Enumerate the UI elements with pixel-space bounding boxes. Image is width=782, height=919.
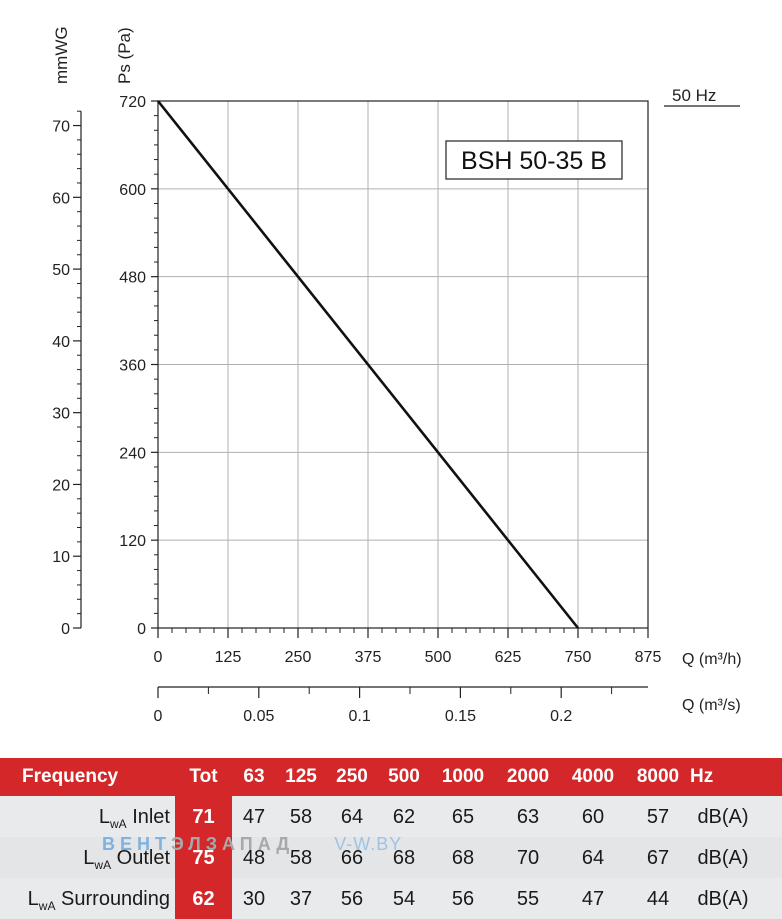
mmwg-tick-label: 30: [52, 406, 70, 423]
x-tick-label: 500: [425, 649, 452, 666]
band-value: 55: [516, 888, 540, 910]
header-band: 125: [285, 766, 317, 787]
x-tick-label: 875: [635, 649, 662, 666]
band-value: 64: [581, 847, 605, 869]
header-band: 63: [243, 766, 265, 787]
table-row: [0, 837, 782, 878]
band-value: 67: [646, 847, 670, 869]
m3s-tick-label: 0.05: [243, 708, 274, 725]
mmwg-tick-label: 10: [52, 549, 70, 566]
header-band: 250: [336, 766, 368, 787]
m3s-tick-label: 0.1: [348, 708, 370, 725]
header-band: 1000: [441, 766, 485, 787]
tot-column: [175, 796, 232, 919]
y-tick-label: 720: [119, 94, 146, 111]
header-unit: Hz: [690, 766, 714, 787]
mmwg-tick-label: 20: [52, 477, 70, 494]
band-value: 68: [451, 847, 475, 869]
mmwg-tick-label: 0: [61, 621, 70, 638]
band-value: 66: [340, 847, 364, 869]
model-label: BSH 50-35 B: [461, 147, 607, 175]
y-tick-label: 480: [119, 270, 146, 287]
model-label-box: [445, 140, 623, 180]
row-label: LwA Outlet: [83, 847, 170, 872]
header-frequency: Frequency: [22, 766, 119, 787]
header-band: 8000: [636, 766, 680, 787]
flow-axis-m3h: 0 125 250 375 500 625 750 875: [154, 628, 662, 666]
band-value: 63: [516, 806, 540, 828]
x-tick-label: 0: [154, 649, 163, 666]
mmwg-tick-label: 40: [52, 334, 70, 351]
band-value: 30: [242, 888, 266, 910]
x-tick-label: 625: [495, 649, 522, 666]
band-value: 48: [242, 847, 266, 869]
table-row: [0, 878, 782, 919]
unit-value: dB(A): [697, 847, 749, 869]
m3s-tick-label: 0: [154, 708, 163, 725]
header-band: 2000: [506, 766, 550, 787]
band-value: 56: [451, 888, 475, 910]
header-band: 4000: [571, 766, 615, 787]
x-label-m3s: Q (m³/s): [682, 697, 741, 714]
band-value: 64: [340, 806, 364, 828]
header-tot: Tot: [189, 766, 218, 787]
band-value: 70: [516, 847, 540, 869]
unit-value: dB(A): [697, 806, 749, 828]
band-value: 44: [646, 888, 670, 910]
x-tick-label: 125: [215, 649, 242, 666]
table-header: Frequency Tot 63 125 250 500 1000 2000 4…: [0, 758, 782, 796]
mmwg-tick-label: 60: [52, 190, 70, 207]
y-tick-label: 600: [119, 182, 146, 199]
chart-labels: mmWG Ps (Pa) Q (m³/h) Q (m³/s) 50 Hz BSH…: [52, 26, 742, 714]
band-value: 58: [289, 847, 313, 869]
band-value: 58: [289, 806, 313, 828]
m3s-tick-label: 0.2: [550, 708, 572, 725]
band-value: 60: [581, 806, 605, 828]
tot-value: 75: [192, 847, 215, 869]
flow-axis-m3s: 0 0.05 0.1 0.15 0.2: [154, 686, 648, 725]
y-right-label: Ps (Pa): [115, 27, 134, 84]
y-tick-label: 360: [119, 358, 146, 375]
fan-curve-chart: 0 10 20 30 40 50 60 70 0 120 240 360 480 600 720 0 125…: [52, 26, 742, 725]
chart-grid: [158, 101, 648, 628]
band-value: 47: [242, 806, 266, 828]
frequency-label: 50 Hz: [672, 86, 716, 105]
y-left-label: mmWG: [52, 26, 71, 84]
mmwg-tick-label: 50: [52, 262, 70, 279]
y-tick-label: 240: [119, 445, 146, 462]
row-label: LwA Inlet: [98, 806, 170, 831]
fan-curve-line: [156, 100, 580, 629]
unit-value: dB(A): [697, 888, 749, 910]
band-value: 62: [392, 806, 416, 828]
m3s-tick-label: 0.15: [445, 708, 476, 725]
table-row: [0, 796, 782, 837]
tot-value: 62: [192, 888, 215, 910]
y-tick-label: 120: [119, 533, 146, 550]
band-value: 57: [646, 806, 670, 828]
sound-power-table: Frequency Tot 63 125 250 500 1000 2000 4…: [0, 758, 782, 919]
x-tick-label: 750: [565, 649, 592, 666]
band-value: 37: [289, 888, 313, 910]
row-label: LwA Surrounding: [27, 888, 170, 913]
band-value: 54: [392, 888, 416, 910]
x-label-m3h: Q (m³/h): [682, 651, 742, 668]
x-tick-label: 375: [355, 649, 382, 666]
x-tick-label: 250: [285, 649, 312, 666]
band-value: 47: [581, 888, 605, 910]
mmwg-axis: 0 10 20 30 40 50 60 70: [52, 110, 82, 638]
series-layer: [156, 100, 580, 629]
header-band: 500: [388, 766, 420, 787]
pressure-axis: 0 120 240 360 480 600 720: [119, 94, 158, 638]
mmwg-tick-label: 70: [52, 119, 70, 136]
tot-value: 71: [192, 806, 215, 828]
band-value: 68: [392, 847, 416, 869]
y-tick-label: 0: [137, 621, 146, 638]
band-value: 56: [340, 888, 364, 910]
band-value: 65: [451, 806, 475, 828]
